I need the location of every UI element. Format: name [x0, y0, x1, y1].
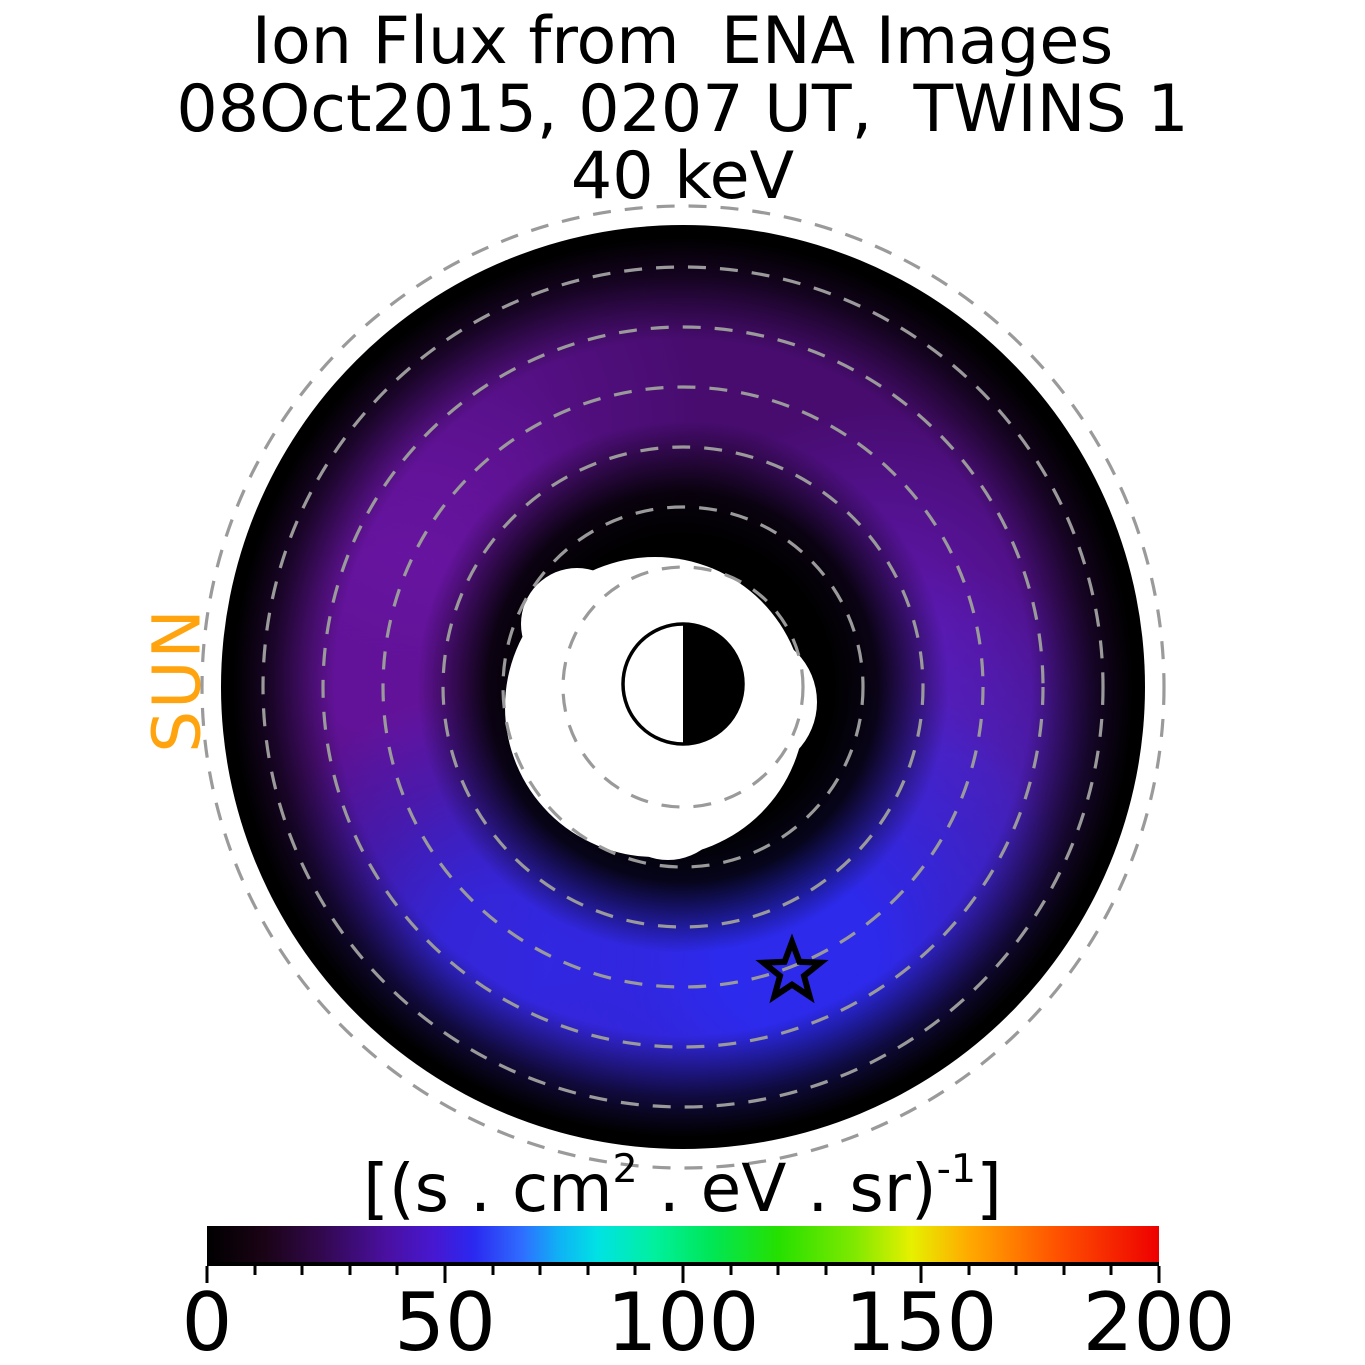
unit-prefix: [(s . cm [363, 1150, 613, 1227]
no-data-region [608, 740, 728, 860]
colorbar-tick-label: 200 [1082, 1276, 1236, 1365]
colorbar-minor-tick [300, 1266, 304, 1275]
title-line-2: 08Oct2015, 0207 UT, TWINS 1 [176, 71, 1189, 147]
no-data-region [521, 568, 633, 680]
colorbar-minor-tick [1062, 1266, 1066, 1275]
colorbar-gradient [207, 1226, 1159, 1266]
colorbar-major-tick [205, 1266, 209, 1283]
colorbar-minor-tick [1109, 1266, 1113, 1275]
colorbar-major-tick [681, 1266, 685, 1283]
colorbar-tick-label: 0 [181, 1276, 233, 1365]
colorbar-unit-label: [(s . cm2 . eV . sr)-1] [0, 1146, 1365, 1227]
unit-mid: . eV . sr) [637, 1150, 937, 1227]
title-line-3: 40 keV [570, 139, 795, 215]
colorbar-tick-label: 50 [394, 1276, 496, 1365]
colorbar-minor-tick [491, 1266, 495, 1275]
colorbar-major-tick [919, 1266, 923, 1283]
colorbar-minor-tick [824, 1266, 828, 1275]
colorbar-minor-tick [1014, 1266, 1018, 1275]
colorbar-minor-tick [586, 1266, 590, 1275]
colorbar-minor-tick [967, 1266, 971, 1275]
sun-label-text: SUN [138, 607, 216, 753]
unit-suffix: ] [976, 1150, 1002, 1227]
colorbar-minor-tick [395, 1266, 399, 1275]
colorbar-minor-tick [253, 1266, 257, 1275]
colorbar-minor-tick [871, 1266, 875, 1275]
colorbar-tick-label: 150 [844, 1276, 998, 1365]
colorbar-tick-label: 100 [606, 1276, 760, 1365]
colorbar: 0 50 100 150 200 [182, 1226, 1235, 1363]
colorbar-major-tick [443, 1266, 447, 1283]
unit-exponent-minus1: -1 [936, 1146, 977, 1193]
colorbar-major-tick [1157, 1266, 1161, 1283]
colorbar-minor-tick [633, 1266, 637, 1275]
title-line-1: Ion Flux from ENA Images [251, 4, 1114, 79]
unit-exponent-2: 2 [612, 1146, 638, 1193]
plot-title: Ion Flux from ENA Images 08Oct2015, 0207… [0, 8, 1365, 211]
colorbar-minor-tick [776, 1266, 780, 1275]
colorbar-minor-tick [538, 1266, 542, 1275]
colorbar-minor-tick [729, 1266, 733, 1275]
colorbar-minor-tick [348, 1266, 352, 1275]
